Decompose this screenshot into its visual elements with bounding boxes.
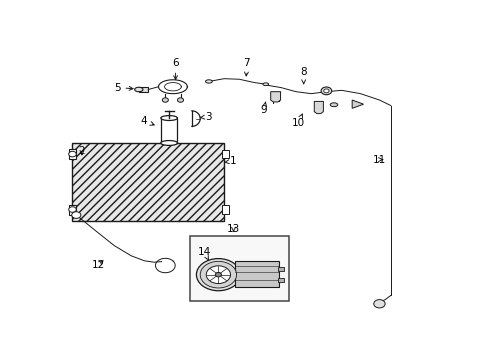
Ellipse shape <box>134 87 142 92</box>
Bar <box>235 261 279 287</box>
Bar <box>72 143 224 221</box>
Circle shape <box>215 273 221 277</box>
Circle shape <box>72 212 81 219</box>
Circle shape <box>177 98 183 102</box>
Bar <box>72 143 224 221</box>
Bar <box>139 87 148 92</box>
Ellipse shape <box>161 140 177 145</box>
Circle shape <box>206 266 230 284</box>
Bar <box>69 204 75 215</box>
Text: 14: 14 <box>197 247 210 260</box>
Circle shape <box>68 151 76 157</box>
Ellipse shape <box>161 116 177 121</box>
Polygon shape <box>351 100 363 108</box>
Bar <box>161 118 177 143</box>
Circle shape <box>321 87 331 95</box>
Circle shape <box>196 258 240 291</box>
Text: 2: 2 <box>79 146 85 156</box>
Text: 7: 7 <box>243 58 250 76</box>
Bar <box>277 267 283 271</box>
Bar <box>69 149 75 159</box>
Text: 6: 6 <box>172 58 179 80</box>
Polygon shape <box>314 102 323 114</box>
Ellipse shape <box>263 83 268 86</box>
Ellipse shape <box>329 103 337 107</box>
Bar <box>189 236 288 301</box>
Text: 4: 4 <box>140 116 154 126</box>
Text: 10: 10 <box>291 114 304 128</box>
Circle shape <box>373 300 385 308</box>
Polygon shape <box>270 92 280 102</box>
Text: 13: 13 <box>226 224 240 234</box>
Circle shape <box>68 207 76 212</box>
Text: 5: 5 <box>114 82 133 93</box>
Text: 12: 12 <box>91 260 104 270</box>
Text: 11: 11 <box>372 155 386 165</box>
Text: 1: 1 <box>224 156 236 166</box>
Ellipse shape <box>205 80 212 83</box>
Text: 9: 9 <box>260 102 266 115</box>
Bar <box>222 205 228 214</box>
Circle shape <box>162 98 168 102</box>
Text: 3: 3 <box>200 112 212 122</box>
Circle shape <box>323 89 328 93</box>
Text: 8: 8 <box>300 67 306 84</box>
Bar <box>222 150 228 158</box>
Circle shape <box>200 261 236 288</box>
Bar <box>277 278 283 283</box>
